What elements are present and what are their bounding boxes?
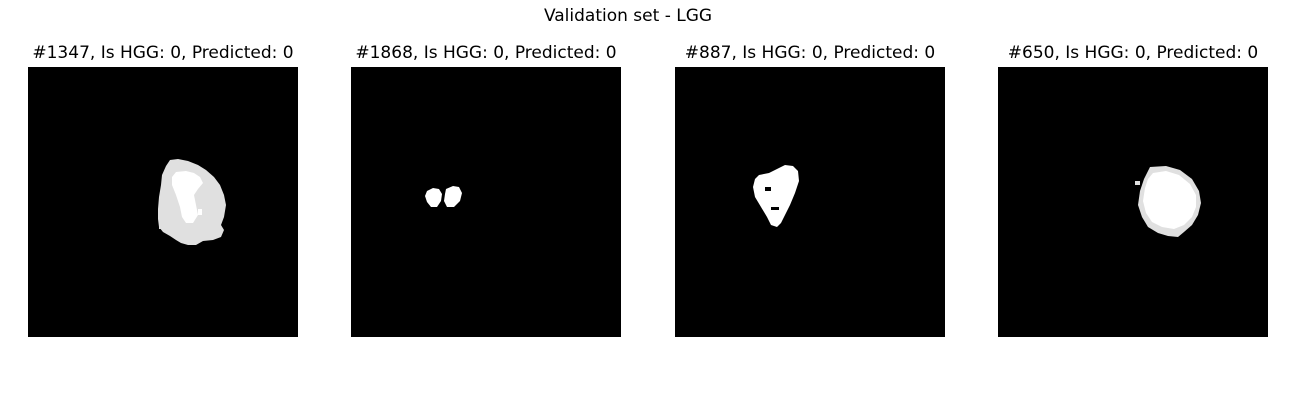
panel-title: #887, Is HGG: 0, Predicted: 0 xyxy=(684,43,936,63)
segmentation-mask-image xyxy=(28,67,298,337)
figure-title: Validation set - LGG xyxy=(543,6,713,26)
panel-title: #650, Is HGG: 0, Predicted: 0 xyxy=(1007,43,1259,63)
panel-title: #1347, Is HGG: 0, Predicted: 0 xyxy=(32,43,294,63)
panel-title: #1868, Is HGG: 0, Predicted: 0 xyxy=(355,43,617,63)
segmentation-mask-image xyxy=(351,67,621,337)
segmentation-mask-image xyxy=(998,67,1268,337)
segmentation-mask-image xyxy=(675,67,945,337)
